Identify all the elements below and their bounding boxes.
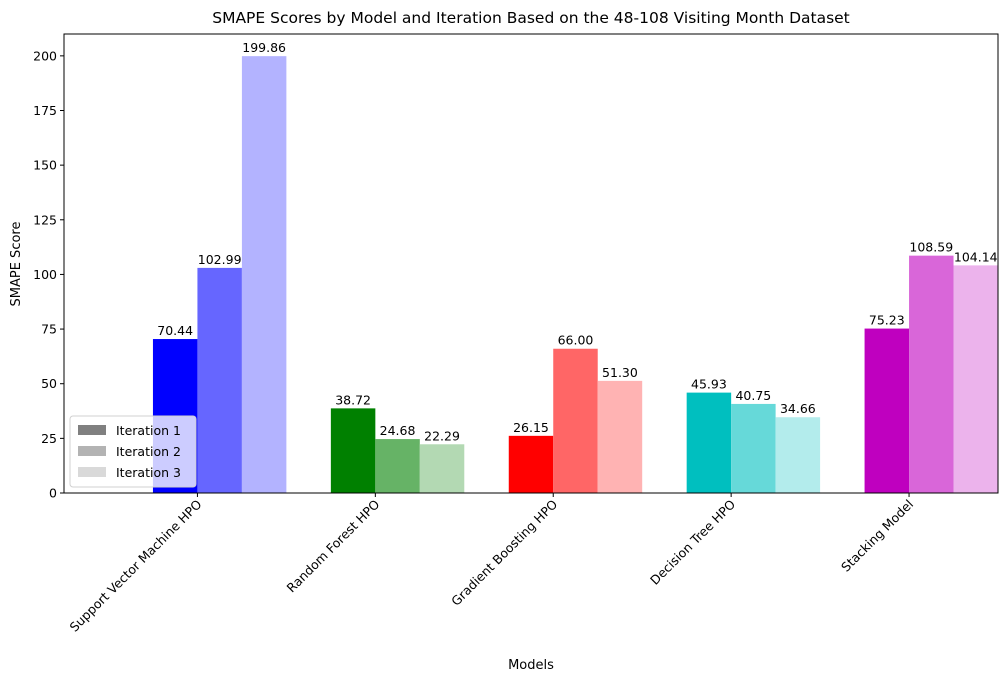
bar-value-label: 70.44 xyxy=(157,323,193,338)
bar-5-iteration-1 xyxy=(864,328,910,493)
y-tick-label: 200 xyxy=(33,48,57,63)
bar-value-label: 199.86 xyxy=(242,40,286,55)
bar-value-label: 24.68 xyxy=(380,423,416,438)
y-tick-label: 0 xyxy=(49,486,57,501)
y-tick-label: 175 xyxy=(33,103,57,118)
y-axis-label: SMAPE Score xyxy=(9,222,24,307)
legend-swatch-iteration-2 xyxy=(78,446,106,456)
bar-value-label: 75.23 xyxy=(869,313,905,328)
bar-4-iteration-3 xyxy=(775,417,821,493)
bar-value-label: 26.15 xyxy=(513,420,549,435)
x-tick-label: Random Forest HPO xyxy=(284,496,383,595)
y-tick-label: 50 xyxy=(41,376,57,391)
bar-1-iteration-3 xyxy=(241,56,287,493)
y-tick-label: 25 xyxy=(41,431,57,446)
bar-3-iteration-3 xyxy=(597,380,643,493)
legend-swatch-iteration-3 xyxy=(78,467,106,477)
bar-2-iteration-2 xyxy=(375,439,420,493)
y-tick-label: 100 xyxy=(33,267,57,282)
x-tick-label: Decision Tree HPO xyxy=(647,496,738,587)
x-axis-label: Models xyxy=(508,658,554,673)
bar-3-iteration-2 xyxy=(553,348,598,493)
bar-value-label: 51.30 xyxy=(602,365,638,380)
bar-2-iteration-3 xyxy=(419,444,465,493)
legend-label-iteration-1: Iteration 1 xyxy=(116,423,181,438)
bar-value-label: 104.14 xyxy=(954,249,998,264)
plot-frame xyxy=(63,33,999,494)
plot-area: 70.44 102.99 199.86 38.72 24.68 22.29 26.15 66.… xyxy=(33,33,999,635)
y-tick-label: 125 xyxy=(33,212,57,227)
y-tick-label: 150 xyxy=(33,158,57,173)
y-tick-label: 75 xyxy=(41,322,57,337)
bar-value-label: 22.29 xyxy=(424,428,460,443)
bar-value-label: 34.66 xyxy=(780,401,816,416)
x-tick-label: Stacking Model xyxy=(838,497,916,575)
legend-label-iteration-2: Iteration 2 xyxy=(116,444,181,459)
x-tick-label: Support Vector Machine HPO xyxy=(66,496,204,634)
bar-value-label: 38.72 xyxy=(335,392,371,407)
legend-swatch-iteration-1 xyxy=(78,425,106,435)
bar-5-iteration-2 xyxy=(909,255,954,493)
bar-3-iteration-1 xyxy=(508,435,554,493)
bar-4-iteration-2 xyxy=(731,403,776,493)
bar-4-iteration-1 xyxy=(686,392,732,493)
bar-value-label: 45.93 xyxy=(691,377,727,392)
x-tick-label: Gradient Boosting HPO xyxy=(448,496,560,608)
bar-value-label: 66.00 xyxy=(558,333,594,348)
bar-value-label: 108.59 xyxy=(909,240,953,255)
chart-title: SMAPE Scores by Model and Iteration Base… xyxy=(212,9,850,27)
bar-value-label: 102.99 xyxy=(198,252,242,267)
bar-value-label: 40.75 xyxy=(735,388,771,403)
bar-5-iteration-3 xyxy=(953,265,998,493)
legend-label-iteration-3: Iteration 3 xyxy=(116,465,181,480)
bar-2-iteration-1 xyxy=(330,408,376,493)
bar-1-iteration-2 xyxy=(197,267,242,493)
legend: Iteration 1 Iteration 2 Iteration 3 xyxy=(69,415,197,488)
